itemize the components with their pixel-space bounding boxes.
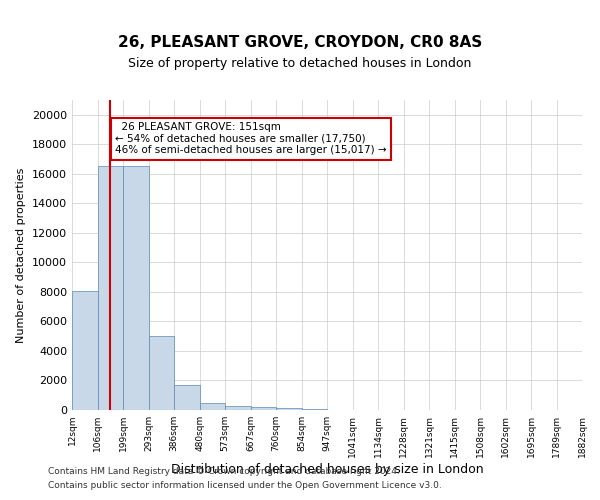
Bar (149, 336, 174, 410)
Bar (302, 408, 327, 410)
Text: Contains public sector information licensed under the Open Government Licence v3: Contains public sector information licen… (48, 481, 442, 490)
Bar (276, 408, 302, 410)
Text: 26, PLEASANT GROVE, CROYDON, CR0 8AS: 26, PLEASANT GROVE, CROYDON, CR0 8AS (118, 35, 482, 50)
Text: Contains HM Land Registry data © Crown copyright and database right 2024.: Contains HM Land Registry data © Crown c… (48, 468, 400, 476)
Bar (72, 291, 98, 410)
Text: 26 PLEASANT GROVE: 151sqm
← 54% of detached houses are smaller (17,750)
46% of s: 26 PLEASANT GROVE: 151sqm ← 54% of detac… (115, 122, 387, 156)
Bar (98, 166, 123, 410)
Y-axis label: Number of detached properties: Number of detached properties (16, 168, 26, 342)
Text: Size of property relative to detached houses in London: Size of property relative to detached ho… (128, 58, 472, 70)
Bar (251, 407, 276, 410)
Bar (225, 406, 251, 410)
Bar (174, 385, 200, 410)
Bar (200, 402, 225, 410)
X-axis label: Distribution of detached houses by size in London: Distribution of detached houses by size … (170, 462, 484, 475)
Bar (123, 166, 149, 410)
